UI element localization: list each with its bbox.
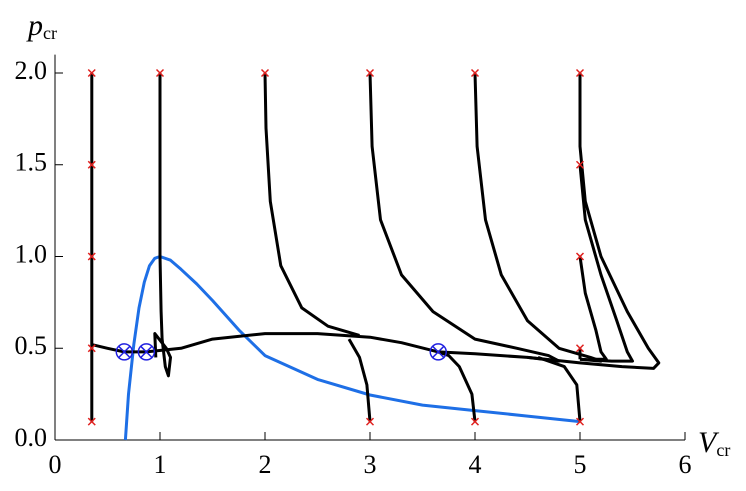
start-point — [155, 68, 165, 78]
fixed-point-cross — [118, 345, 131, 359]
fixed-point-cross — [432, 345, 445, 359]
trajectory — [123, 255, 581, 441]
y-tick-label: 1.5 — [15, 148, 48, 177]
x-tick-label: 3 — [364, 450, 377, 479]
trajectory — [578, 256, 608, 361]
start-point — [260, 68, 270, 78]
x-label-sub: cr — [716, 440, 730, 460]
y-axis-label: pcr — [26, 9, 57, 43]
start-point — [365, 68, 375, 78]
y-tick-label: 1.0 — [15, 239, 48, 268]
start-point — [87, 160, 96, 169]
y-label-main: p — [26, 9, 43, 42]
fixed-point-cross — [140, 345, 153, 359]
trajectory — [473, 72, 603, 363]
start-point — [575, 417, 585, 426]
y-label-sub: cr — [43, 23, 57, 43]
start-point — [87, 344, 96, 353]
fixed-point — [429, 343, 447, 361]
y-tick-label: 0.0 — [15, 423, 48, 452]
fixed-point — [137, 343, 156, 361]
start-point — [365, 417, 375, 426]
start-point — [575, 160, 585, 169]
y-tick-label: 2.0 — [15, 56, 48, 85]
trajectory — [146, 332, 439, 354]
trajectory — [527, 73, 661, 370]
x-tick-label: 1 — [154, 450, 167, 479]
x-tick-label: 0 — [49, 450, 62, 479]
trajectory — [368, 72, 561, 363]
start-point — [575, 68, 585, 78]
x-tick-label: 2 — [259, 450, 272, 479]
trajectory — [347, 338, 372, 422]
start-point — [87, 417, 96, 426]
x-tick-label: 6 — [679, 450, 692, 479]
x-tick-label: 5 — [574, 450, 587, 479]
x-label-main: V — [698, 426, 720, 459]
fixed-point — [115, 343, 134, 361]
start-point — [470, 417, 480, 426]
trajectory — [578, 164, 634, 363]
trajectory — [537, 355, 582, 422]
start-point — [575, 252, 585, 261]
x-axis-label: Vcr — [698, 426, 730, 460]
start-point — [87, 68, 96, 78]
trajectory — [153, 73, 172, 378]
x-tick-label: 4 — [469, 450, 482, 479]
start-point — [575, 344, 585, 353]
trajectory — [263, 72, 360, 337]
start-point — [87, 252, 96, 261]
start-point — [470, 68, 480, 78]
y-tick-label: 0.5 — [15, 331, 48, 360]
